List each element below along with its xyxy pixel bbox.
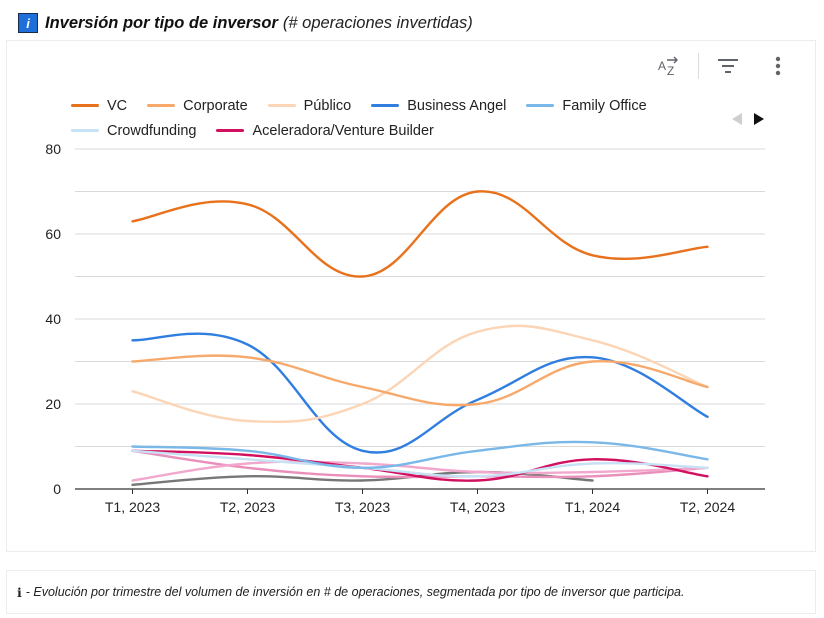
series-line-family-office[interactable] [131,440,709,470]
legend-swatch [71,129,99,132]
info-badge-icon: i [18,13,38,33]
legend-label: Business Angel [407,97,507,114]
legend-swatch [371,104,400,107]
title-bar: i Inversión por tipo de inversor (# oper… [18,10,473,36]
legend-pager [729,111,767,127]
y-tick-label: 40 [45,311,61,327]
chart-card: A Z VC Corporate Público Business Angel Fami… [6,40,816,552]
x-tick-label: T2, 2023 [220,499,275,515]
series-line-crowdfunding[interactable] [131,449,709,478]
chart-subtitle: (# operaciones invertidas) [282,13,473,32]
x-tick-label: T1, 2024 [565,499,620,515]
legend-label: Público [303,97,352,114]
series-line-series-8[interactable] [131,460,709,482]
sort-az-icon[interactable]: A Z [652,49,686,83]
legend-label: Aceleradora/Venture Builder [252,122,434,139]
legend-item[interactable]: Business Angel [371,96,506,115]
legend-swatch [216,129,245,132]
series-line-corporate[interactable] [131,354,709,407]
triangle-left-icon[interactable] [729,111,745,127]
chart-toolbar: A Z [652,49,795,83]
series-line-publico[interactable] [131,324,709,424]
x-tick-label: T4, 2023 [450,499,505,515]
legend-swatch [71,104,99,107]
legend-swatch [147,104,176,107]
footnote-text: - Evolución por trimestre del volumen de… [25,585,685,599]
toolbar-divider [698,53,699,79]
legend-label: Crowdfunding [107,122,197,139]
legend-swatch [267,104,296,107]
filter-icon[interactable] [711,49,745,83]
legend-item[interactable]: VC [71,96,127,115]
legend-swatch [526,104,555,107]
y-tick-label: 0 [53,481,61,497]
series-line-vc[interactable] [131,190,709,278]
legend-item[interactable]: Aceleradora/Venture Builder [216,121,434,140]
legend-label: Family Office [562,97,647,114]
x-tick-label: T3, 2023 [335,499,390,515]
chart-title: Inversión por tipo de inversor [45,13,278,32]
line-chart: 0 20 40 60 80 T1, 2023 T2, 2023 T3, 2023 T4, 202… [45,141,765,515]
legend-item[interactable]: Crowdfunding [71,121,196,140]
info-icon: ℹ [17,585,22,600]
x-tick-label: T2, 2024 [680,499,735,515]
svg-text:A: A [658,59,666,73]
legend-item[interactable]: Corporate [147,96,248,115]
x-tick-label: T1, 2023 [105,499,160,515]
footnote: ℹ - Evolución por trimestre del volumen … [6,570,816,614]
legend-item[interactable]: Family Office [526,96,647,115]
legend-item[interactable]: Público [267,96,352,115]
chart-legend: VC Corporate Público Business Angel Family O… [71,96,711,140]
triangle-right-icon[interactable] [751,111,767,127]
legend-label: Corporate [183,97,248,114]
y-tick-label: 80 [45,141,61,157]
more-vert-icon[interactable] [761,49,795,83]
y-tick-label: 20 [45,396,61,412]
svg-text:Z: Z [667,64,674,77]
series-line-business-angel[interactable] [131,332,709,454]
series-line-aceleradora-venture-builder[interactable] [131,449,709,482]
legend-label: VC [107,97,128,114]
y-tick-label: 60 [45,226,61,242]
